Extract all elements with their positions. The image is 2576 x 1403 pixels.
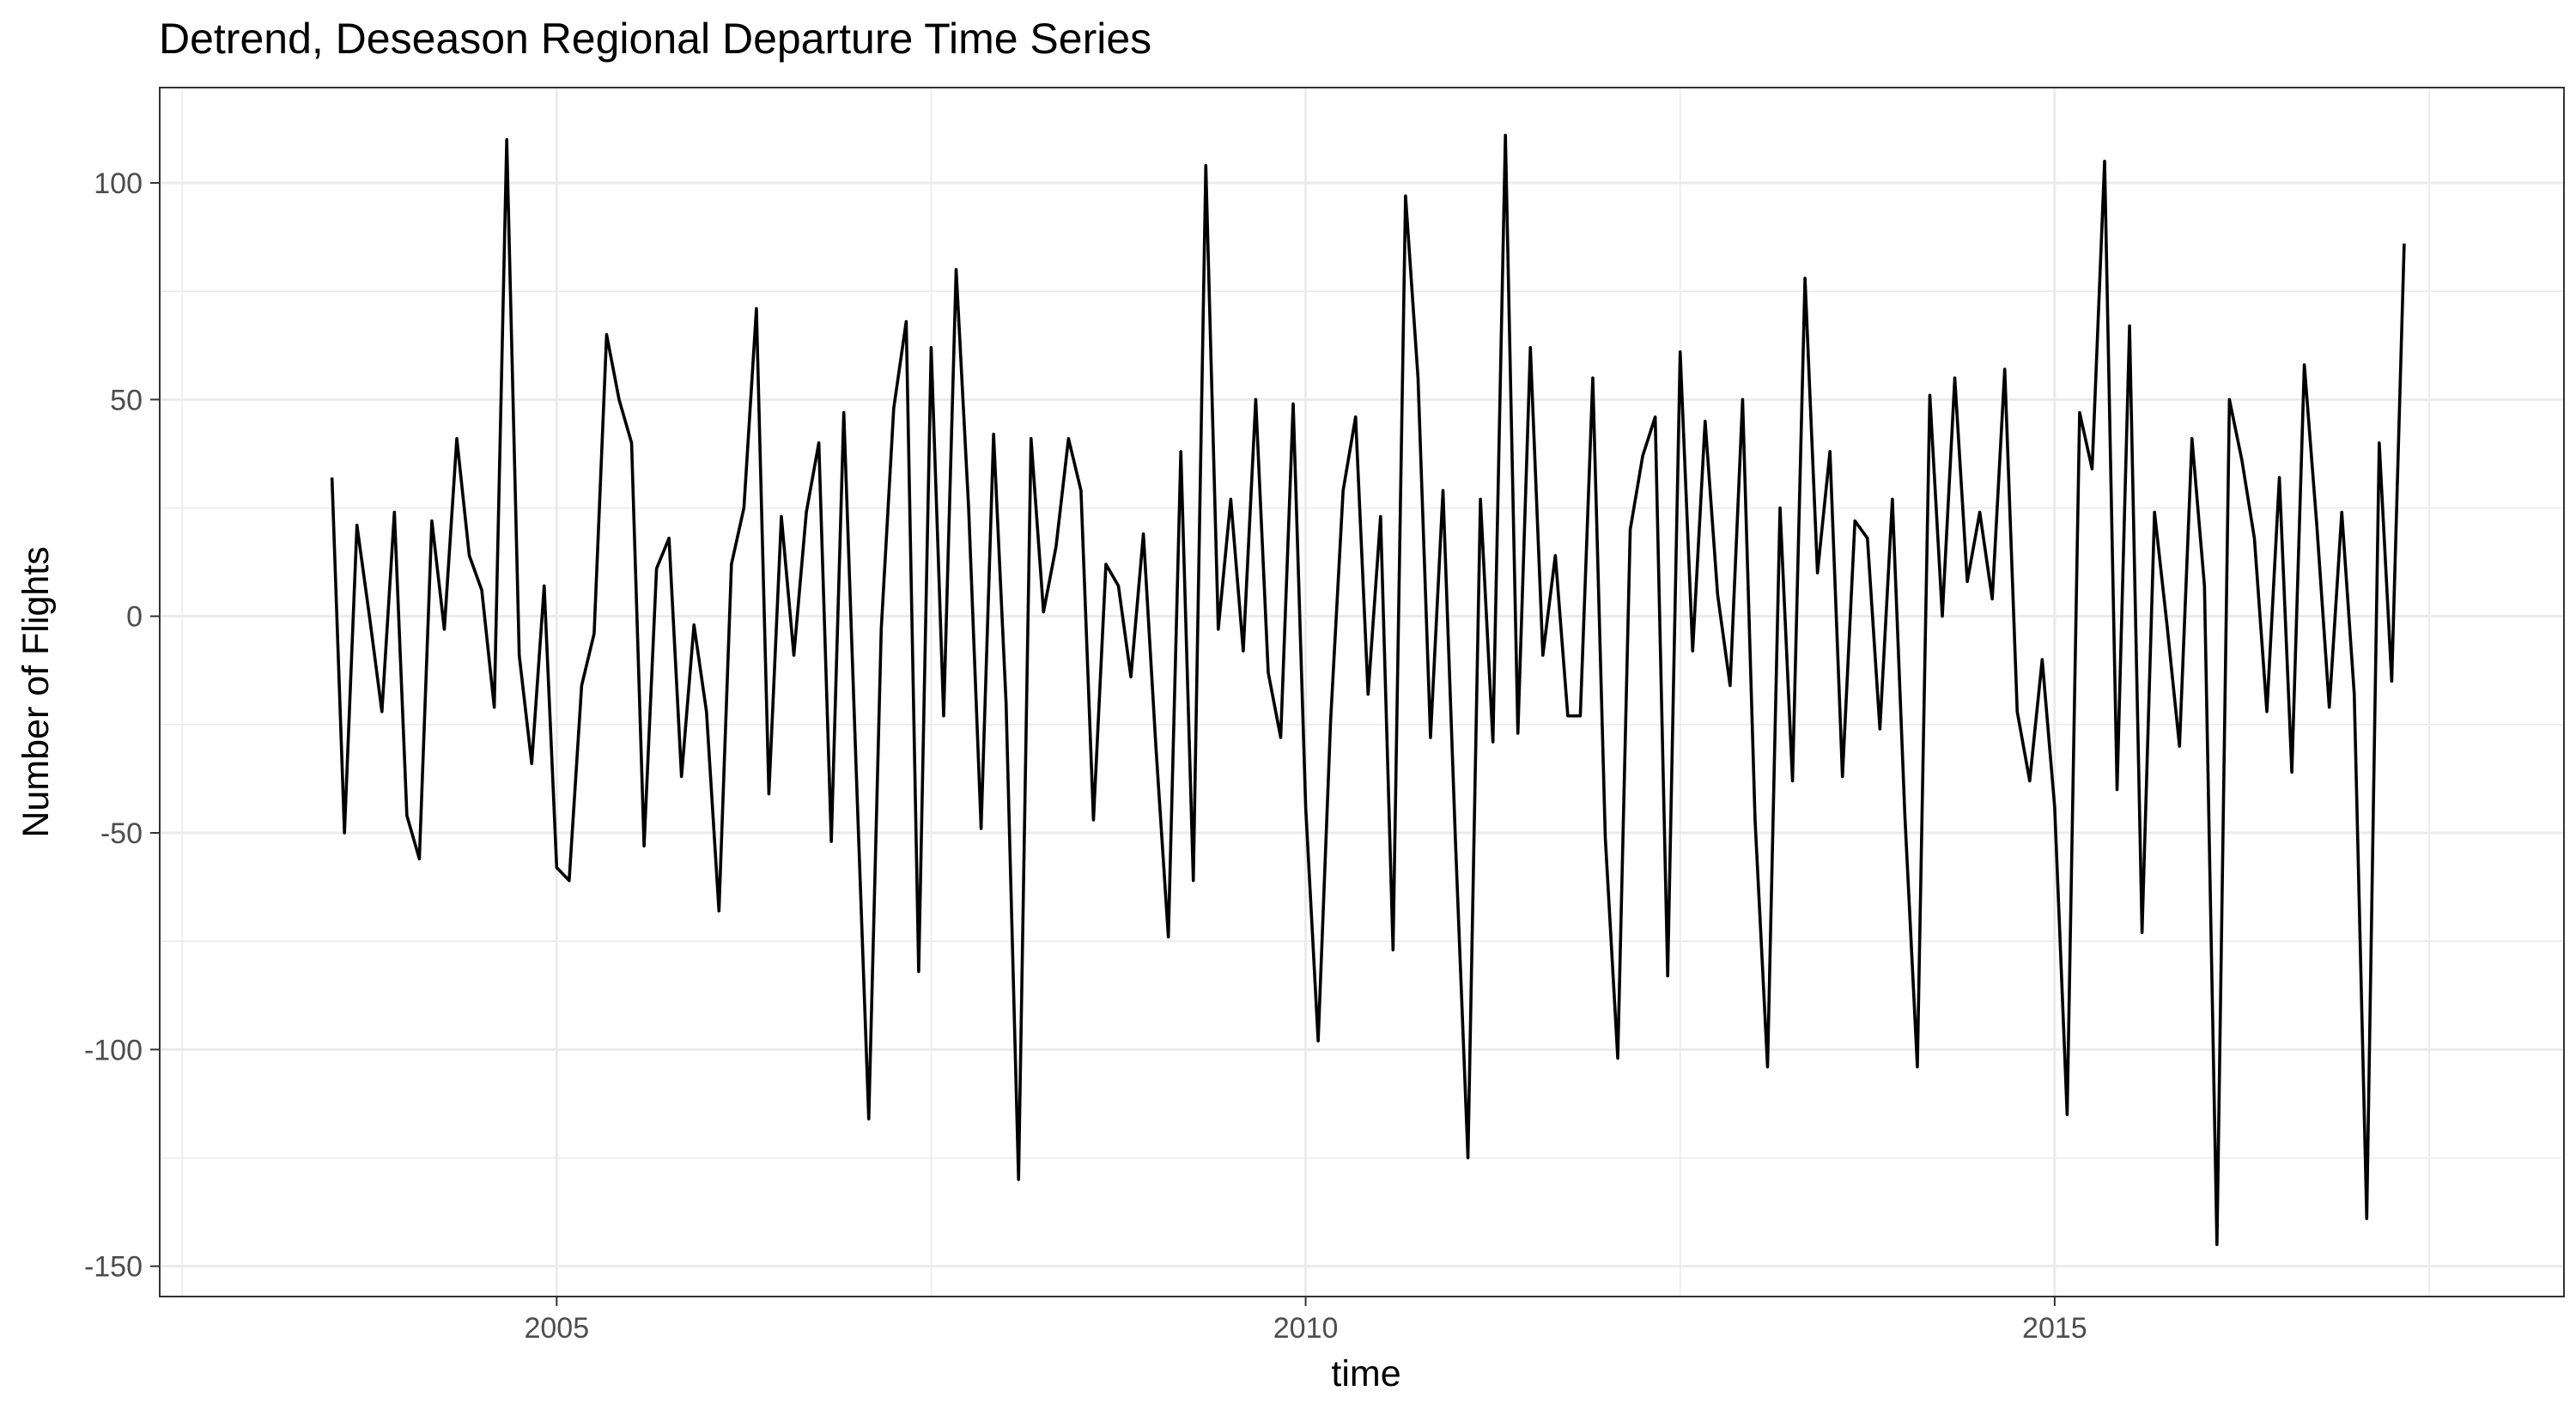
series-line [330, 133, 2406, 1247]
y-axis-title: Number of Flights [15, 546, 57, 837]
y-tick-label: 50 [110, 384, 143, 416]
x-axis: 2005 2010 2015 [524, 1297, 2087, 1345]
y-tick-label: 100 [94, 167, 143, 200]
x-tick-label: 2005 [524, 1312, 589, 1345]
chart-title: Detrend, Deseason Regional Departure Tim… [159, 15, 1151, 63]
y-tick-label: -100 [84, 1034, 143, 1066]
y-tick-label: -50 [100, 817, 143, 850]
plot-panel [159, 87, 2565, 1297]
x-axis-title: time [1331, 1353, 1400, 1394]
x-tick-label: 2010 [1273, 1312, 1339, 1345]
minor-grid [160, 88, 2564, 1297]
panel-border [159, 87, 2565, 1297]
y-axis: -150 -100 -50 0 50 100 [84, 167, 160, 1284]
y-tick-label: -150 [84, 1251, 143, 1284]
x-tick-label: 2015 [2022, 1312, 2087, 1345]
y-tick-label: 0 [126, 601, 143, 634]
major-grid [160, 88, 2564, 1297]
